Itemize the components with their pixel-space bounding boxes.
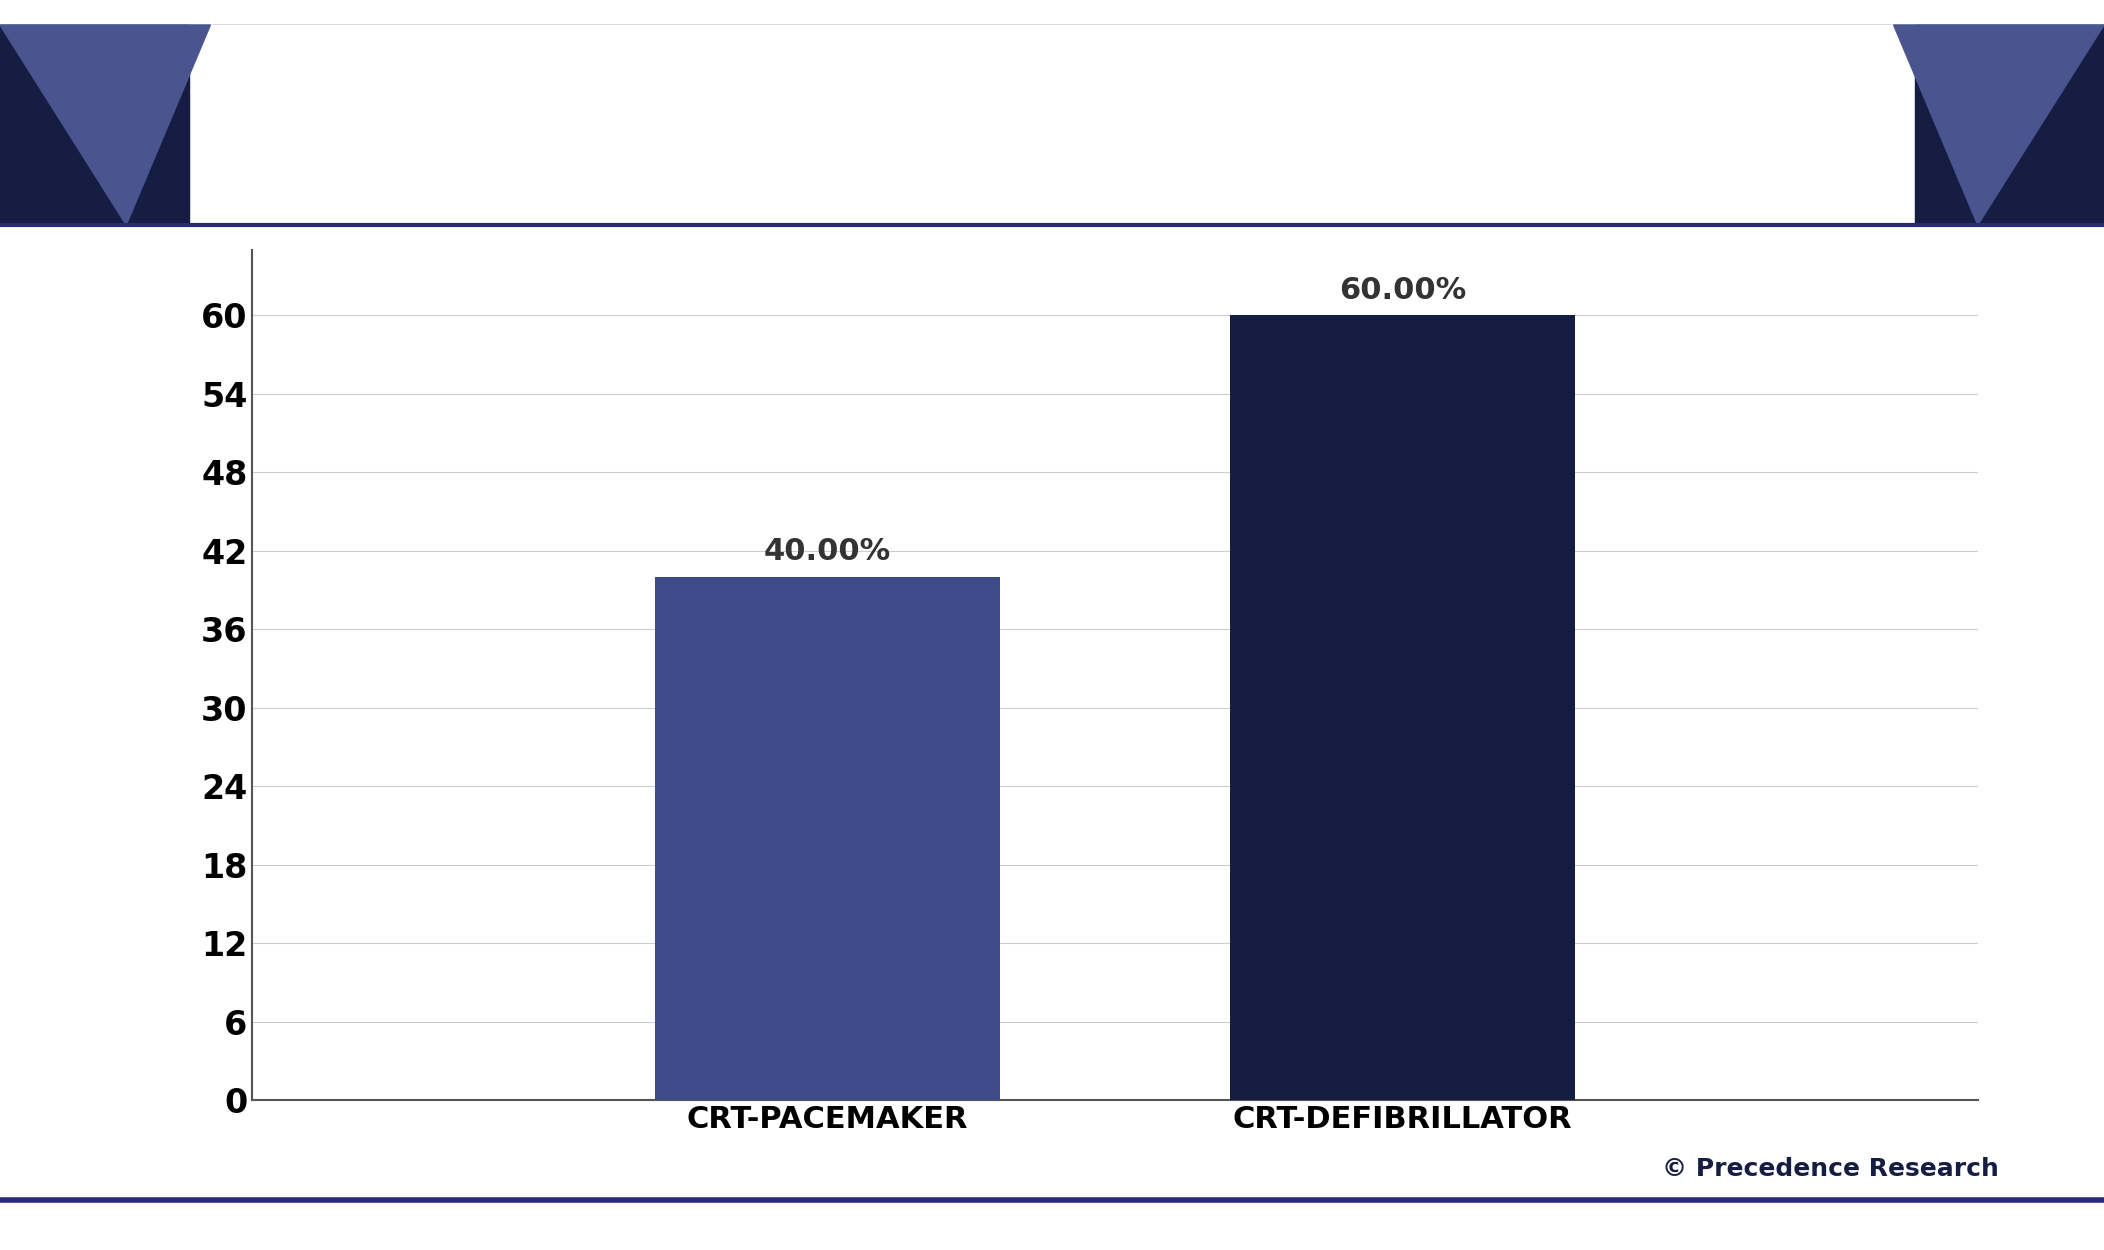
Text: 60.00%: 60.00% [1338,276,1466,305]
Text: © Precedence Research: © Precedence Research [1662,1158,1999,1181]
Text: CARDIAC RESYNCHRONIZATION THERAPY MARKET SHARE, BY TYPE, 2021 (%): CARDIAC RESYNCHRONIZATION THERAPY MARKET… [206,106,1898,144]
Bar [1231,315,1576,1100]
Text: 40.00%: 40.00% [764,538,892,566]
Bar [654,578,999,1100]
